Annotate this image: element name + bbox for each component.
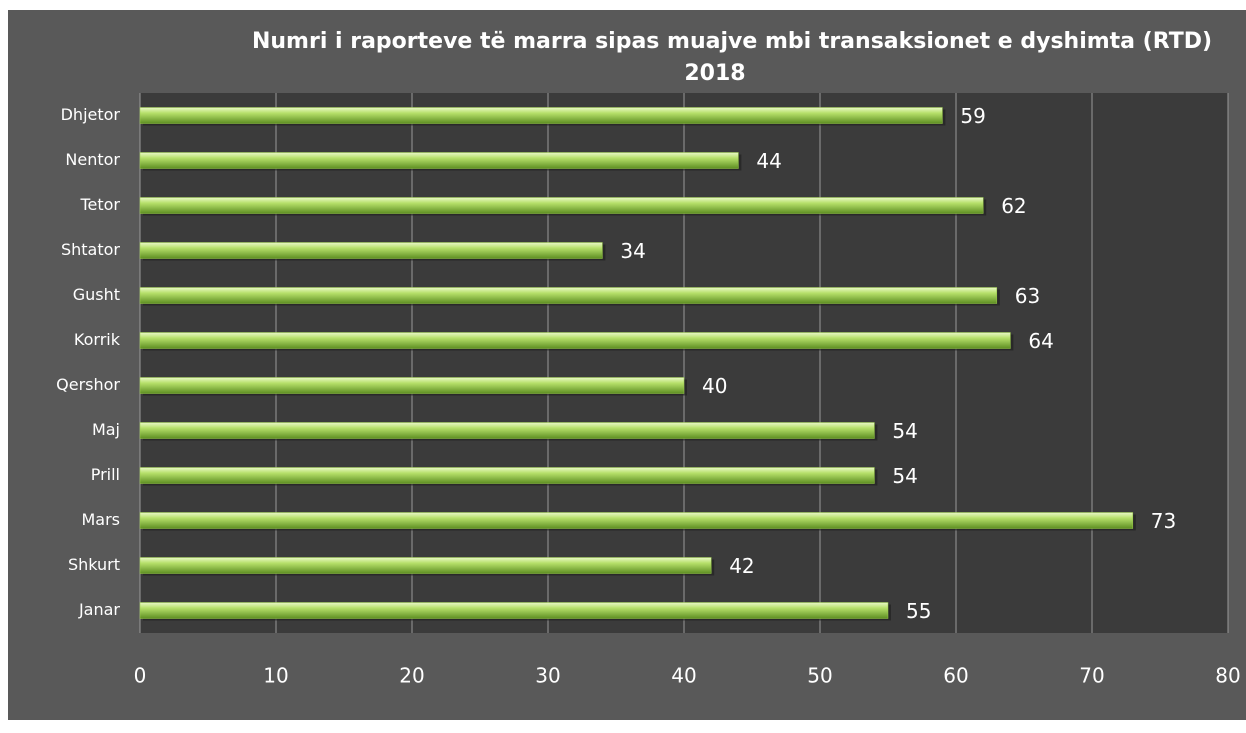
x-tick-label: 0 (134, 664, 147, 688)
bar (139, 557, 712, 574)
bar (139, 287, 998, 304)
bar (139, 377, 685, 394)
y-tick-label: Janar (78, 600, 120, 619)
x-tick-label: 30 (535, 664, 560, 688)
y-tick-label: Korrik (74, 330, 121, 349)
y-tick-label: Nentor (65, 150, 120, 169)
x-tick-label: 70 (1079, 664, 1104, 688)
value-label: 59 (960, 104, 985, 128)
value-label: 62 (1001, 194, 1026, 218)
bar (139, 467, 875, 484)
x-tick-label: 40 (671, 664, 696, 688)
x-tick-label: 20 (399, 664, 424, 688)
bar (139, 197, 984, 214)
bar (139, 422, 875, 439)
y-tick-label: Shkurt (68, 555, 120, 574)
x-tick-label: 80 (1215, 664, 1240, 688)
chart-title: Numri i raporteve të marra sipas muajve … (252, 29, 1212, 54)
value-label: 63 (1015, 284, 1040, 308)
x-tick-label: 60 (943, 664, 968, 688)
value-label: 54 (892, 419, 917, 443)
bar (139, 602, 889, 619)
bar (139, 107, 943, 124)
x-tick-label: 10 (263, 664, 288, 688)
value-label: 54 (892, 464, 917, 488)
y-tick-label: Shtator (61, 240, 120, 259)
value-label: 64 (1028, 329, 1053, 353)
bar (139, 332, 1011, 349)
y-tick-label: Mars (81, 510, 120, 529)
chart-subtitle: 2018 (684, 61, 745, 86)
y-tick-label: Tetor (79, 195, 120, 214)
value-label: 44 (756, 149, 781, 173)
bar (139, 512, 1134, 529)
y-tick-label: Gusht (73, 285, 120, 304)
y-tick-label: Dhjetor (61, 105, 121, 124)
value-label: 40 (702, 374, 727, 398)
bar (139, 152, 739, 169)
y-tick-label: Maj (92, 420, 120, 439)
value-label: 73 (1151, 509, 1176, 533)
y-tick-label: Qershor (56, 375, 120, 394)
value-label: 34 (620, 239, 645, 263)
value-label: 42 (729, 554, 754, 578)
value-label: 55 (906, 599, 931, 623)
bar (139, 242, 603, 259)
x-tick-label: 50 (807, 664, 832, 688)
y-tick-label: Prill (91, 465, 120, 484)
